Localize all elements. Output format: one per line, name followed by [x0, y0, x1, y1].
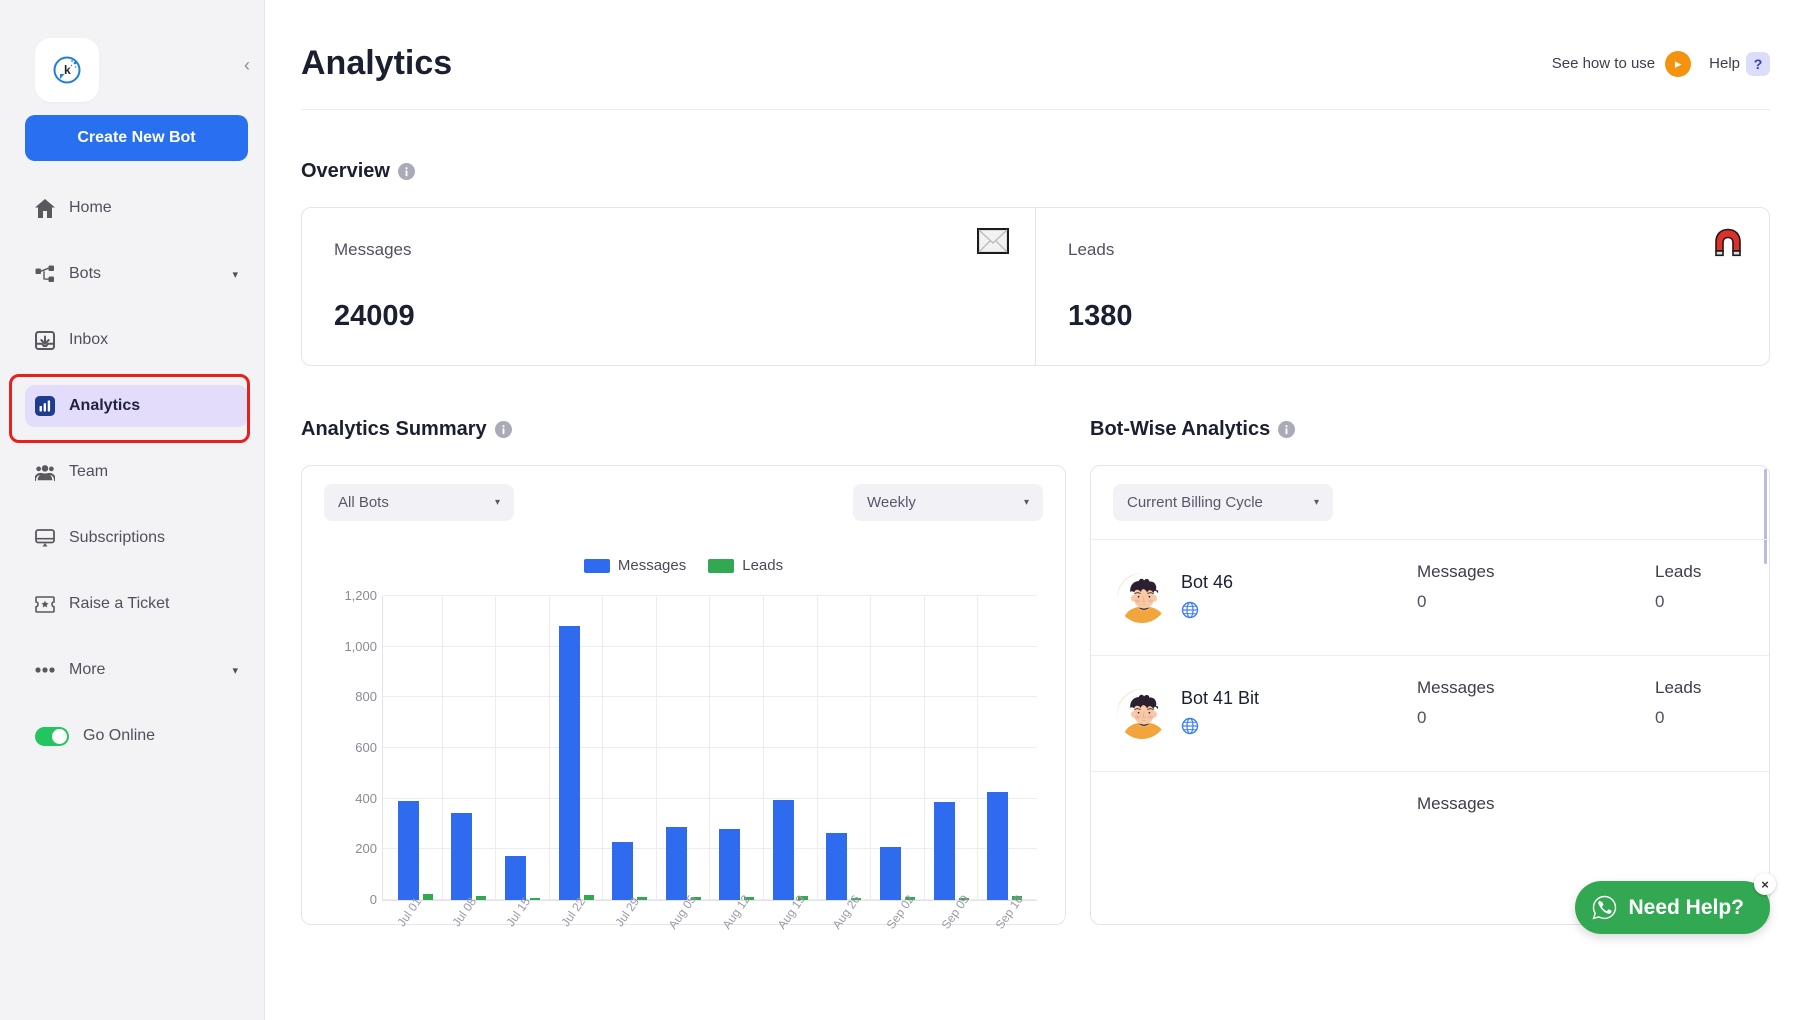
svg-text:k: k [64, 63, 71, 77]
